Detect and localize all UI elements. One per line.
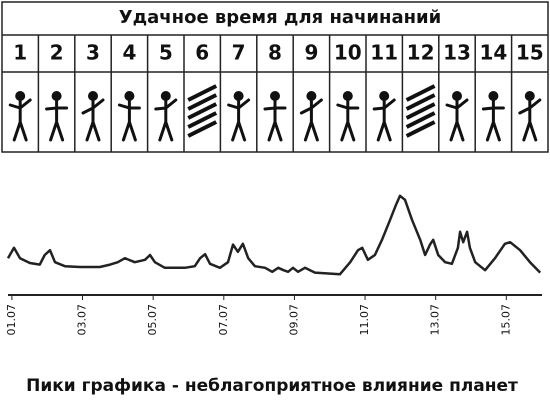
day-number: 2 bbox=[50, 41, 64, 65]
icon-head bbox=[452, 91, 462, 101]
icon-stripe bbox=[187, 102, 218, 120]
day-number: 5 bbox=[159, 41, 173, 65]
icon-head bbox=[270, 91, 280, 101]
icon-head bbox=[488, 91, 499, 101]
icon-figure bbox=[117, 99, 141, 142]
x-tick-label: 07.07 bbox=[217, 304, 230, 336]
icon-figure bbox=[299, 98, 323, 142]
table-frame bbox=[1, 1, 549, 153]
icon-figure bbox=[45, 99, 69, 142]
day-number: 7 bbox=[232, 41, 246, 65]
icon-stripe bbox=[187, 111, 218, 129]
x-tick-label: 15.07 bbox=[499, 304, 512, 336]
day-number: 12 bbox=[407, 41, 435, 65]
icon-figure bbox=[518, 98, 542, 142]
icon-figure bbox=[481, 99, 505, 142]
day-number: 1 bbox=[13, 41, 27, 65]
icon-stripe bbox=[405, 111, 436, 129]
icon-stripe bbox=[405, 84, 436, 102]
icon-head bbox=[379, 91, 390, 101]
day-number: 11 bbox=[370, 41, 398, 65]
caption: Пики графика - неблагоприятное влияние п… bbox=[26, 376, 518, 396]
line bbox=[6, 194, 542, 276]
icon-figure bbox=[81, 98, 105, 142]
x-tick-label: 05.07 bbox=[146, 304, 159, 336]
icon-figure bbox=[372, 98, 396, 142]
icon-head bbox=[51, 91, 62, 101]
icon-head bbox=[342, 91, 353, 101]
icon-stripe bbox=[405, 120, 436, 138]
x-tick-label: 03.07 bbox=[76, 304, 89, 336]
icon-head bbox=[524, 91, 535, 101]
icon-figure bbox=[336, 99, 360, 142]
icon-head bbox=[233, 91, 244, 101]
day-number: 8 bbox=[268, 41, 282, 65]
icon-figure bbox=[227, 98, 251, 142]
x-tick-label: 09.07 bbox=[287, 304, 300, 336]
icon-figure bbox=[263, 99, 287, 142]
x-tick-label: 13.07 bbox=[429, 304, 442, 336]
day-number: 3 bbox=[86, 41, 100, 65]
day-number: 4 bbox=[122, 41, 136, 65]
icon-stripe bbox=[187, 93, 218, 111]
icon-figure bbox=[154, 98, 178, 142]
x-tick-label: 11.07 bbox=[358, 304, 371, 336]
icon-figure bbox=[445, 98, 469, 142]
day-number: 6 bbox=[195, 41, 209, 65]
icon-head bbox=[124, 91, 135, 101]
icon-head bbox=[88, 91, 98, 101]
table-title: Удачное время для начинаний bbox=[119, 7, 442, 28]
icon-stripe bbox=[187, 84, 218, 102]
day-number: 14 bbox=[479, 41, 507, 65]
icon-head bbox=[160, 91, 171, 101]
icon-stripe bbox=[405, 93, 436, 111]
icon-head bbox=[306, 91, 317, 101]
icon-stripe bbox=[187, 120, 218, 138]
day-number: 9 bbox=[304, 41, 318, 65]
day-number: 13 bbox=[443, 41, 471, 65]
day-number: 15 bbox=[516, 41, 544, 65]
icon-figure bbox=[8, 98, 32, 142]
x-tick-label: 01.07 bbox=[5, 304, 18, 336]
day-number: 10 bbox=[334, 41, 362, 65]
icon-head bbox=[15, 91, 26, 101]
icon-stripe bbox=[405, 102, 436, 120]
